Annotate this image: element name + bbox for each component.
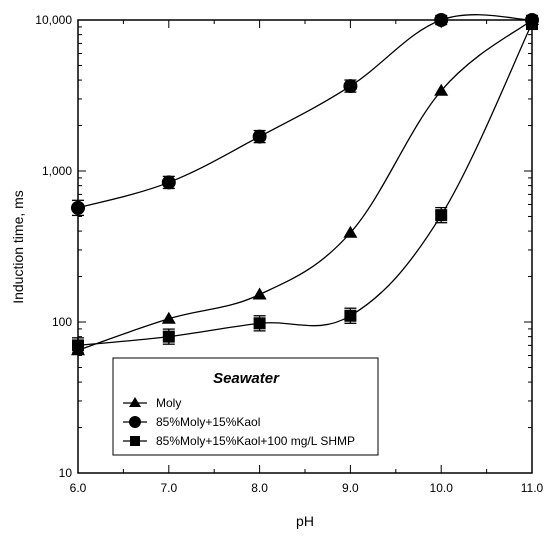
y-axis-title: Induction time, ms: [10, 190, 26, 304]
x-tick-label: 10.0: [430, 481, 454, 495]
data-point: [434, 83, 449, 96]
legend: Seawater Moly 85%Moly+15%Kaol 85%Moly+15%K…: [112, 357, 379, 456]
data-point: [435, 209, 448, 222]
legend-box: [112, 357, 379, 456]
data-point: [162, 330, 175, 343]
data-point: [161, 175, 176, 190]
x-tick-label: 9.0: [342, 481, 359, 495]
y-tick-label: 10: [59, 466, 73, 480]
data-point: [252, 129, 267, 144]
legend-marker: [129, 416, 141, 428]
data-point: [252, 287, 267, 300]
x-tick-label: 7.0: [160, 481, 177, 495]
x-tick-label: 11.0: [521, 481, 544, 495]
data-point: [253, 317, 266, 330]
legend-marker: [129, 397, 141, 407]
y-tick-label: 100: [52, 315, 72, 329]
y-tick-label: 10,000: [35, 13, 72, 27]
x-tick-label: 6.0: [70, 481, 87, 495]
y-axis-ticks: 10 100 1,000 10,000: [35, 13, 532, 480]
data-point: [343, 79, 358, 94]
series-curves: [77, 14, 533, 351]
legend-marker: [130, 436, 140, 446]
legend-label: Moly: [156, 396, 181, 410]
y-tick-label: 1,000: [42, 164, 72, 178]
data-point: [343, 225, 358, 238]
series-line: [77, 14, 533, 209]
error-bars: [72, 14, 538, 354]
series-line: [77, 19, 533, 351]
legend-label: 85%Moly+15%Kaol: [156, 415, 260, 429]
x-axis-ticks: 6.0 7.0 8.0 9.0 10.0 11.0: [70, 20, 544, 495]
legend-label: 85%Moly+15%Kaol+100 mg/L SHMP: [156, 434, 355, 448]
series-line: [77, 23, 533, 347]
legend-title: Seawater: [213, 370, 280, 387]
legend-items: Moly 85%Moly+15%Kaol 85%Moly+15%Kaol+100 m…: [123, 396, 355, 448]
data-point: [344, 309, 357, 322]
x-axis-title: pH: [296, 513, 314, 529]
data-point: [161, 311, 176, 324]
x-tick-label: 8.0: [251, 481, 268, 495]
